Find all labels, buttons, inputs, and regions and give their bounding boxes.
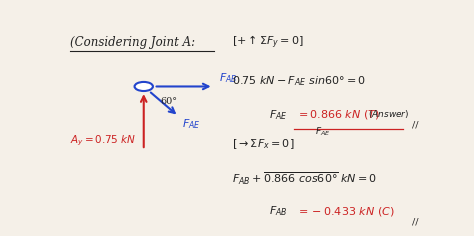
Text: $= 0.866\ kN\ (T)$: $= 0.866\ kN\ (T)$: [296, 108, 380, 121]
Text: 60°: 60°: [160, 97, 177, 106]
Text: $F_{AB}$: $F_{AB}$: [219, 71, 237, 85]
Circle shape: [135, 82, 153, 91]
Text: $F_{AB} + \overline{0.866\ cos60°}\ kN = 0$: $F_{AB} + \overline{0.866\ cos60°}\ kN =…: [232, 170, 377, 187]
Text: $0.75\ kN - F_{AE}\ sin60°= 0$: $0.75\ kN - F_{AE}\ sin60°= 0$: [232, 74, 366, 88]
Text: $A_y=0.75\ kN$: $A_y=0.75\ kN$: [70, 134, 137, 148]
Text: //: //: [412, 121, 419, 130]
Text: (Considering Joint A:: (Considering Joint A:: [70, 36, 195, 49]
Text: $(Answer)$: $(Answer)$: [368, 108, 409, 120]
Text: //: //: [412, 217, 419, 226]
Text: $F_{AB}$: $F_{AB}$: [269, 205, 287, 218]
Text: $F_{AE}$: $F_{AE}$: [182, 117, 201, 131]
Text: $F_{AE}$: $F_{AE}$: [269, 108, 287, 122]
Text: $= -0.433\ kN\ (C)$: $= -0.433\ kN\ (C)$: [296, 205, 395, 218]
Text: $[+\uparrow\Sigma F_y = 0]$: $[+\uparrow\Sigma F_y = 0]$: [232, 34, 304, 51]
Text: $[\rightarrow\Sigma F_x = 0]$: $[\rightarrow\Sigma F_x = 0]$: [232, 137, 294, 151]
Text: $F_{AE}$: $F_{AE}$: [315, 126, 330, 138]
